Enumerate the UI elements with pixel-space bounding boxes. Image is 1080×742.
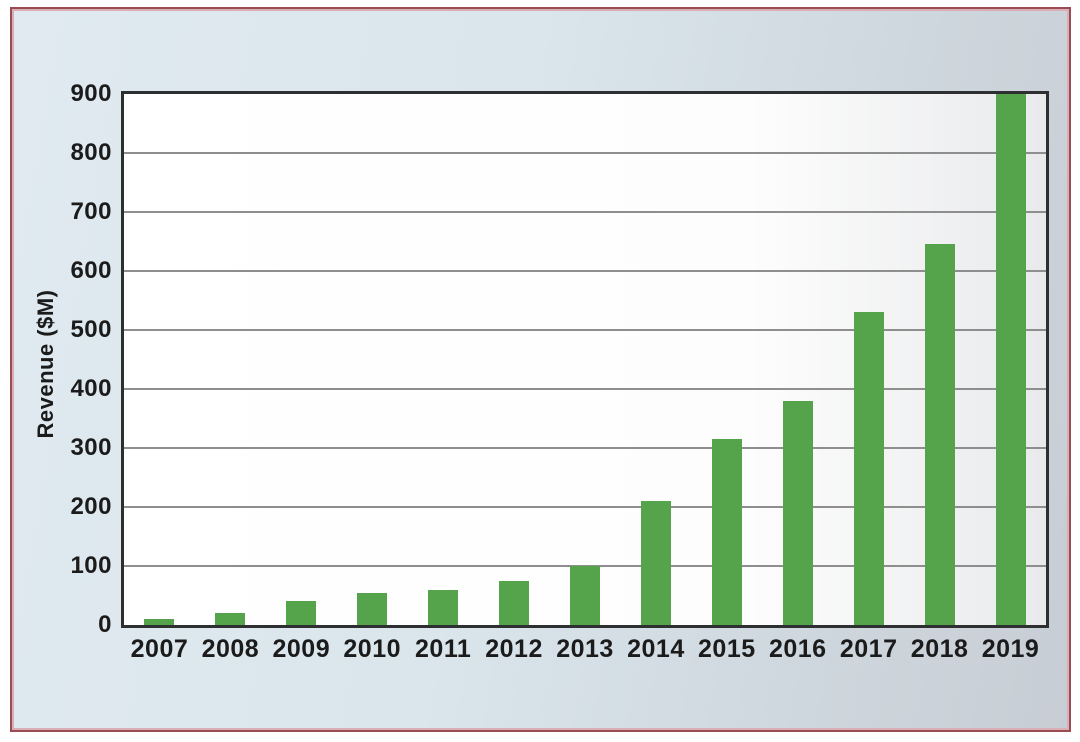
x-tick-label-2011: 2011 (415, 635, 472, 663)
bar-2008 (215, 613, 246, 625)
bar-2010 (357, 592, 388, 625)
x-tick-label-2013: 2013 (556, 635, 614, 663)
y-axis-title: Revenue ($M) (33, 289, 58, 439)
x-tick-label-2007: 2007 (130, 635, 189, 663)
x-tick-label-2016: 2016 (768, 635, 827, 663)
x-tick-label-2012: 2012 (485, 635, 543, 663)
y-tick-label-800: 800 (70, 139, 112, 166)
gridline-400 (124, 388, 1046, 390)
bar-2012 (499, 580, 530, 625)
bar-2015 (711, 439, 742, 625)
y-tick-label-900: 900 (70, 80, 112, 107)
plot-area (121, 91, 1049, 628)
gridline-800 (124, 152, 1046, 154)
bar-2017 (853, 312, 884, 625)
x-tick-label-2015: 2015 (698, 635, 756, 663)
y-tick-label-700: 700 (70, 198, 112, 225)
gridline-200 (124, 506, 1046, 508)
x-tick-label-2010: 2010 (343, 635, 402, 663)
x-tick-label-2008: 2008 (201, 635, 260, 663)
chart-panel: Revenue ($M) 0 100 200 300 400 500 600 700 800 90… (10, 7, 1071, 732)
x-tick-label-2014: 2014 (627, 635, 685, 663)
x-tick-label-2017: 2017 (839, 635, 898, 663)
x-tick-label-2019: 2019 (981, 635, 1040, 663)
y-tick-label-400: 400 (70, 375, 112, 402)
bar-2014 (640, 501, 671, 625)
x-tick-label-2009: 2009 (272, 635, 331, 663)
y-tick-label-600: 600 (70, 257, 112, 284)
gridline-600 (124, 270, 1046, 272)
bar-2007 (144, 619, 175, 625)
y-tick-label-0: 0 (98, 611, 112, 638)
y-tick-label-100: 100 (70, 552, 112, 579)
gridline-500 (124, 329, 1046, 331)
bar-2019 (995, 94, 1026, 625)
y-tick-label-300: 300 (70, 434, 112, 461)
bar-2009 (286, 601, 317, 625)
x-tick-label-2018: 2018 (910, 635, 969, 663)
y-tick-label-500: 500 (70, 316, 112, 343)
bar-2018 (924, 244, 955, 625)
y-tick-label-200: 200 (70, 493, 112, 520)
bar-2013 (570, 566, 600, 625)
bar-2011 (428, 589, 459, 625)
bar-2016 (782, 400, 813, 625)
gridline-700 (124, 211, 1046, 213)
gridline-300 (124, 447, 1046, 449)
